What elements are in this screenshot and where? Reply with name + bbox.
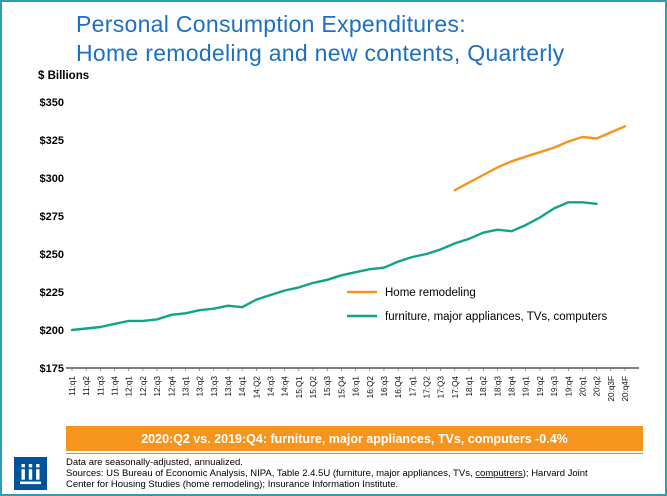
x-tick-label: 20:q1 [578,376,587,397]
x-tick-label: 14:q3 [267,376,276,397]
y-tick-label: $200 [40,325,64,337]
x-tick-label: 17:Q2 [422,376,431,399]
x-tick-label: 17:Q3 [437,376,446,399]
series-line-0 [453,125,627,192]
x-tick-label: 20:q3F [607,376,616,402]
x-tick-label: 13:q2 [196,376,205,397]
x-tick-label: 12:q1 [125,376,134,397]
footer-divider [66,453,643,454]
y-tick-label: $350 [40,97,64,109]
x-tick-label: 15:Q2 [309,376,318,399]
x-tick-label: 19:q3 [550,376,559,397]
x-tick-label: 20:q2 [593,376,602,397]
sources-part-2: ); Harvard Joint Center for Housing Stud… [66,468,588,491]
x-tick-label: 17:q1 [408,376,417,397]
x-tick-label: 12:q4 [167,376,176,397]
x-tick-label: 19:q4 [564,376,573,397]
y-tick-label: $275 [40,211,64,223]
x-tick-label: 18:q3 [493,376,502,397]
y-tick-label: $250 [40,249,64,261]
x-tick-label: 14:q1 [238,376,247,397]
x-tick-label: 16:Q2 [366,376,375,399]
y-tick-label: $225 [40,287,64,299]
x-tick-label: 16:q3 [380,376,389,397]
x-tick-label: 14:q4 [281,376,290,397]
pce-line-chart: $175 $200 $225 $250 $275 $300 $325 $350 11:q1 11:… [40,97,639,402]
x-tick-label: 18:q4 [508,376,517,397]
x-tick-label: 14:Q2 [252,376,261,399]
x-tick-label: 16:Q4 [394,376,403,399]
page-title: Personal Consumption Expenditures: Home … [76,10,564,69]
y-tick-label: $325 [40,135,64,147]
x-tick-label: 19:q1 [522,376,531,397]
iii-logo-glyph [14,457,47,490]
legend-label-1: furniture, major appliances, TVs, comput… [385,311,607,323]
x-tick-label: 13:q3 [210,376,219,397]
iii-logo [14,457,47,490]
x-tick-label: 17:Q4 [451,376,460,399]
y-axis-unit-label: $ Billions [38,70,90,82]
x-tick-label: 11:q2 [82,376,91,396]
x-tick-label: 16:q1 [352,376,361,397]
x-tick-label: 12:q3 [153,376,162,397]
x-tick-label: 12:q2 [139,376,148,397]
x-tick-label: 11:q4 [111,376,120,396]
sources-text: Sources: US Bureau of Economic Analysis,… [66,468,618,491]
x-tick-label: 19:q2 [536,376,545,397]
sources-misspelled-word: computrers [475,468,523,479]
y-tick-label: $300 [40,173,64,185]
x-tick-label: 13:q1 [181,376,190,397]
x-tick-label: 11:q3 [96,376,105,396]
banner-text: 2020:Q2 vs. 2019:Q4: furniture, major ap… [141,431,568,446]
x-tick-label: 13:q4 [224,376,233,397]
y-tick-label: $175 [40,363,64,375]
legend-label-0: Home remodeling [385,287,476,299]
sources-part-1: Sources: US Bureau of Economic Analysis,… [66,468,476,479]
x-tick-label: 11:q1 [68,376,77,396]
x-tick-label: 20:q4F [621,376,630,402]
series-line-1 [70,201,598,332]
x-tick-label: 15:q3 [323,376,332,397]
footnote: Data are seasonally-adjusted, annualized… [66,457,243,468]
x-tick-label: 18:q2 [479,376,488,397]
title-line-1: Personal Consumption Expenditures: [76,11,466,37]
x-tick-label: 18:q1 [465,376,474,397]
comparison-banner: 2020:Q2 vs. 2019:Q4: furniture, major ap… [66,426,643,451]
title-line-2: Home remodeling and new contents, Quarte… [76,40,565,67]
x-tick-label: 15:Q4 [337,376,346,399]
x-tick-label: 15:Q1 [295,376,304,399]
